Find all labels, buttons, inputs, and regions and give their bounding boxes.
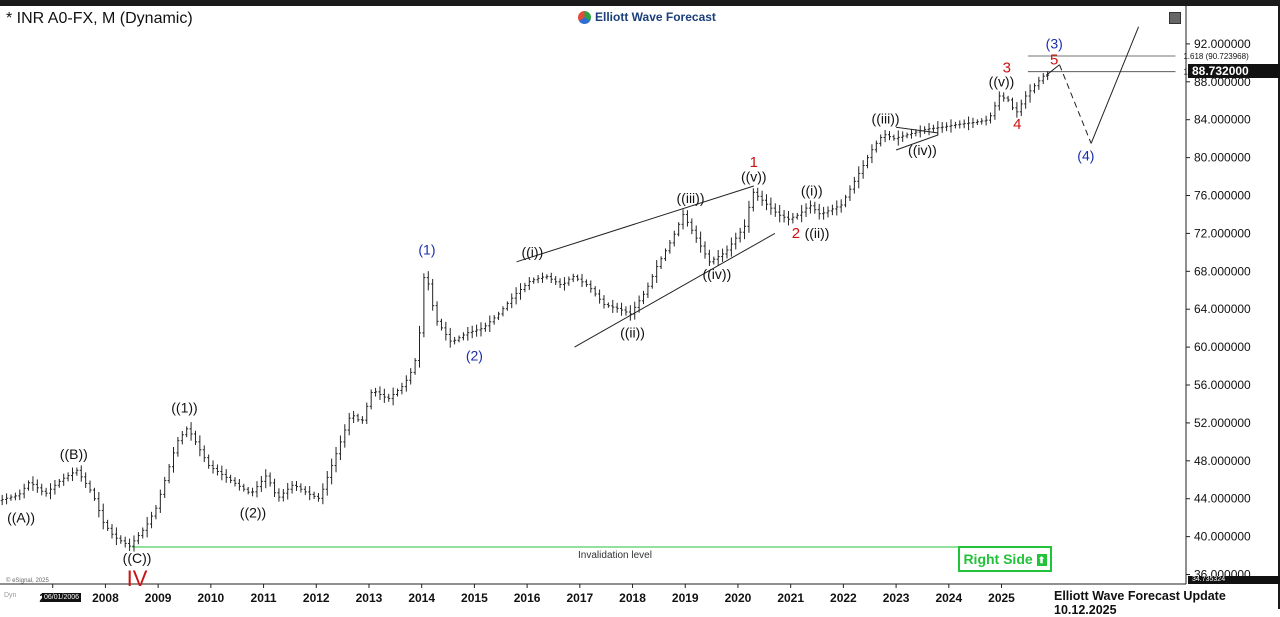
y-tick-label: 56.000000 bbox=[1194, 378, 1251, 392]
x-tick-label: 2008 bbox=[92, 591, 119, 605]
y-tick-label: 52.000000 bbox=[1194, 416, 1251, 430]
price-bars-layer bbox=[0, 71, 1050, 552]
wave-label: ((C)) bbox=[123, 550, 152, 566]
chart-settings-icon[interactable] bbox=[1169, 12, 1181, 24]
y-tick-label: 88.000000 bbox=[1194, 75, 1251, 89]
wave-label: ((ii)) bbox=[620, 325, 645, 341]
wave-label: ((A)) bbox=[7, 509, 35, 525]
wave-label: ((ii)) bbox=[805, 225, 830, 241]
projection-line-dashed bbox=[1059, 64, 1092, 144]
y-tick-label: 44.000000 bbox=[1194, 492, 1251, 506]
wave-label: IV bbox=[127, 566, 148, 591]
wave-label: ((2)) bbox=[240, 505, 266, 521]
x-tick-label: 2011 bbox=[251, 591, 277, 605]
window-right-border bbox=[1278, 0, 1280, 609]
x-tick-label: 2017 bbox=[566, 591, 593, 605]
wave-label: 2 bbox=[792, 225, 800, 242]
brand-logo: Elliott Wave Forecast bbox=[578, 10, 716, 24]
wave-label: ((iii)) bbox=[872, 110, 900, 126]
wave-label: (2) bbox=[466, 347, 483, 363]
cursor-date-label: 06/01/2006 bbox=[42, 593, 82, 602]
trend-line bbox=[1090, 26, 1140, 144]
wave-label: ((iv)) bbox=[908, 142, 937, 158]
y-tick-label: 68.000000 bbox=[1194, 264, 1251, 278]
x-tick-label: 2015 bbox=[461, 591, 488, 605]
invalidation-layer: Invalidation level bbox=[131, 546, 1052, 561]
up-arrow-icon: ⬆ bbox=[1036, 554, 1047, 567]
brand-logo-icon bbox=[578, 10, 591, 24]
trend-line bbox=[574, 232, 776, 348]
x-tick-label: 2012 bbox=[303, 591, 330, 605]
y-tick-label: 92.000000 bbox=[1194, 37, 1251, 51]
y-tick-label: 48.000000 bbox=[1194, 454, 1251, 468]
x-tick-label: 2010 bbox=[197, 591, 224, 605]
wave-label: ((i)) bbox=[801, 183, 823, 199]
wave-label: ((i)) bbox=[521, 244, 543, 260]
wave-label: ((iii)) bbox=[677, 190, 705, 206]
window-top-border bbox=[0, 0, 1280, 6]
brand-logo-text: Elliott Wave Forecast bbox=[595, 10, 716, 24]
trend-line bbox=[896, 126, 939, 134]
x-tick-label: 2021 bbox=[777, 591, 804, 605]
wave-label: ((v)) bbox=[989, 74, 1015, 90]
chart-title: * INR A0-FX, M (Dynamic) bbox=[6, 10, 193, 27]
trend-lines-layer bbox=[516, 26, 1140, 348]
x-tick-label: 2013 bbox=[356, 591, 383, 605]
axes-layer: 36.00000040.00000044.00000048.00000052.0… bbox=[0, 6, 1251, 605]
update-footer: Elliott Wave Forecast Update 10.12.2025 bbox=[1054, 589, 1226, 617]
wave-label: 4 bbox=[1013, 116, 1021, 133]
x-tick-label: 2024 bbox=[935, 591, 962, 605]
current-price-label: 88.732000 bbox=[1188, 64, 1280, 78]
x-tick-label: 2022 bbox=[830, 591, 857, 605]
x-tick-label: 2020 bbox=[725, 591, 752, 605]
esignal-tag: Dyn bbox=[4, 592, 17, 599]
wave-label: 3 bbox=[1003, 59, 1011, 76]
wave-labels-layer: ((A)) ((B)) ((C))IV ((1)) ((2)) (1) (2) ((i)) ((… bbox=[7, 36, 1094, 591]
wave-label: 1 bbox=[750, 154, 758, 171]
wave-label: (1) bbox=[418, 241, 435, 257]
x-tick-label: 2009 bbox=[145, 591, 172, 605]
trend-line bbox=[1046, 64, 1060, 76]
wave-label: (4) bbox=[1077, 147, 1094, 163]
x-tick-label: 2025 bbox=[988, 591, 1015, 605]
invalidation-label: Invalidation level bbox=[578, 550, 652, 561]
right-side-badge: Right Side ⬆ bbox=[958, 546, 1052, 572]
y-tick-label: 76.000000 bbox=[1194, 189, 1251, 203]
trend-line bbox=[516, 185, 754, 263]
y-tick-label: 72.000000 bbox=[1194, 226, 1251, 240]
wave-label: ((iv)) bbox=[702, 266, 731, 282]
right-side-text: Right Side bbox=[963, 551, 1033, 567]
y-tick-label: 64.000000 bbox=[1194, 302, 1251, 316]
wave-label: ((B)) bbox=[60, 446, 88, 462]
copyright-text: © eSignal, 2025 bbox=[6, 578, 49, 584]
wave-label: ((v)) bbox=[741, 168, 767, 184]
x-tick-label: 2018 bbox=[619, 591, 646, 605]
wave-label: (3) bbox=[1046, 36, 1063, 52]
price-axis-low-label: 34.735324 bbox=[1188, 576, 1280, 584]
x-tick-label: 2023 bbox=[883, 591, 910, 605]
x-tick-label: 2014 bbox=[408, 591, 435, 605]
y-tick-label: 40.000000 bbox=[1194, 530, 1251, 544]
y-tick-label: 80.000000 bbox=[1194, 151, 1251, 165]
wave-label: ((1)) bbox=[171, 399, 197, 415]
wave-label: 5 bbox=[1050, 52, 1058, 69]
x-tick-label: 2019 bbox=[672, 591, 699, 605]
fib-level-label: 1.618 (90.723968) bbox=[1183, 52, 1249, 61]
x-tick-label: 2016 bbox=[514, 591, 541, 605]
y-tick-label: 84.000000 bbox=[1194, 113, 1251, 127]
trend-line bbox=[895, 134, 939, 151]
y-tick-label: 60.000000 bbox=[1194, 340, 1251, 354]
